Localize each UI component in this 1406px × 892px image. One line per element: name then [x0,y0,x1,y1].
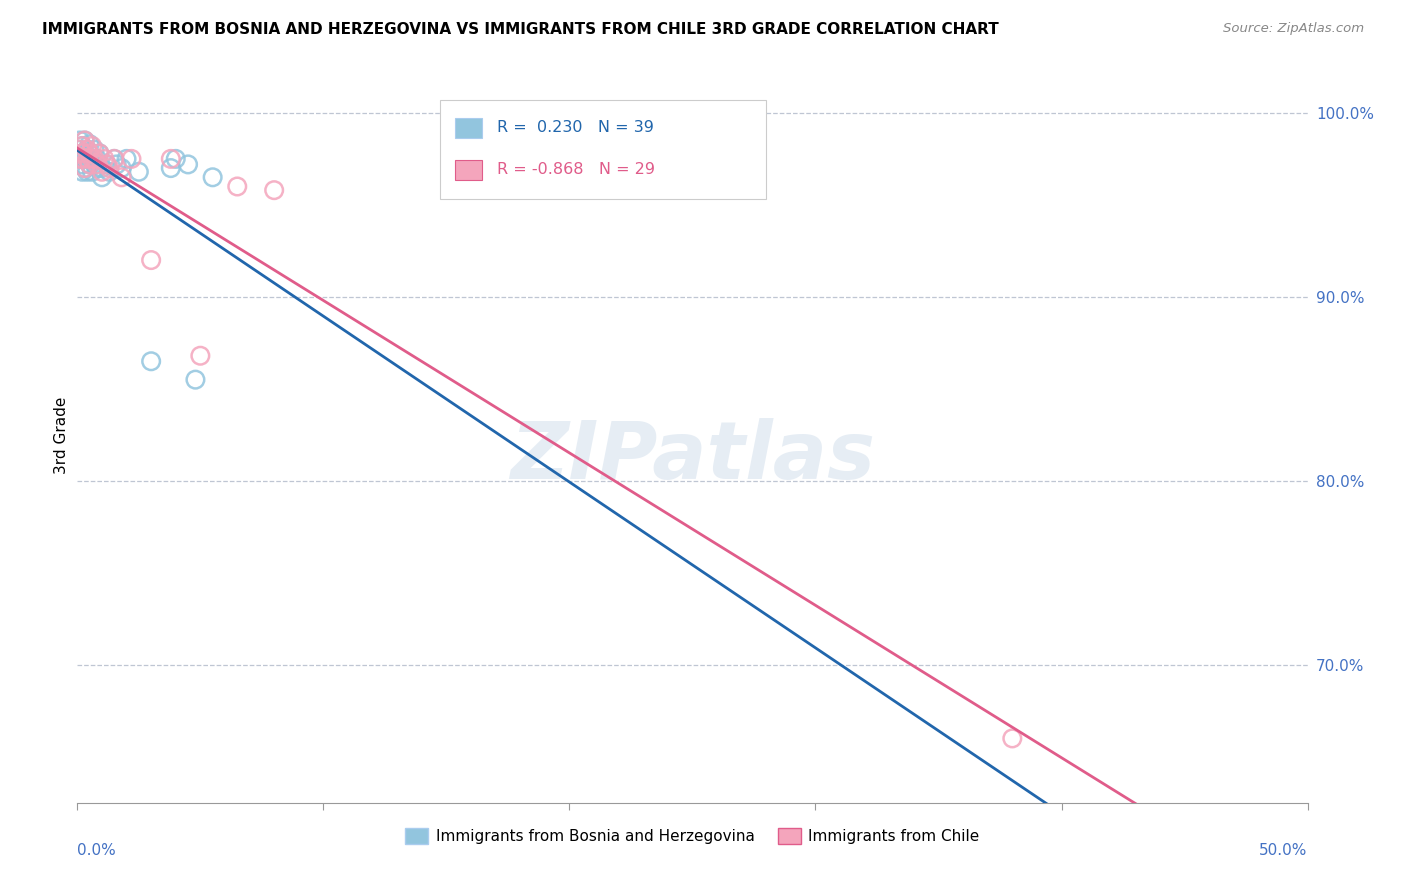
Point [184,373,207,387]
Point [86,157,108,171]
Bar [456,160,482,180]
Point [70,146,93,161]
Point [70,146,93,161]
Y-axis label: 3rd Grade: 3rd Grade [53,396,69,474]
Point [141,354,163,368]
Point [83,157,105,171]
Point [69,133,91,147]
Point [121,152,143,166]
Point [73,161,96,175]
Point [70,139,93,153]
Point [82,152,104,166]
Point [70,139,93,153]
Point [82,139,104,153]
Text: Source: ZipAtlas.com: Source: ZipAtlas.com [1223,22,1364,36]
Point [1001,731,1024,746]
Point [83,143,105,157]
Point [93,152,115,166]
Point [76,152,98,166]
Point [69,152,91,166]
Text: R = -0.868   N = 29: R = -0.868 N = 29 [496,162,655,178]
Point [73,152,96,166]
Text: 0.0%: 0.0% [77,843,117,858]
Bar [456,118,482,138]
Point [79,157,101,171]
Point [96,157,118,171]
Point [73,133,96,147]
Point [105,157,128,171]
Point [263,183,285,197]
Point [86,152,108,166]
Point [73,133,96,147]
Point [160,161,183,175]
Point [76,143,98,157]
Point [79,137,101,152]
Text: 50.0%: 50.0% [1260,843,1308,858]
Point [70,152,93,166]
Point [103,152,125,166]
Legend: Immigrants from Bosnia and Herzegovina, Immigrants from Chile: Immigrants from Bosnia and Herzegovina, … [399,822,986,850]
Point [96,157,118,171]
Point [76,143,98,157]
Point [177,157,200,171]
Point [83,152,105,166]
Text: IMMIGRANTS FROM BOSNIA AND HERZEGOVINA VS IMMIGRANTS FROM CHILE 3RD GRADE CORREL: IMMIGRANTS FROM BOSNIA AND HERZEGOVINA V… [42,22,998,37]
Point [79,146,101,161]
Point [188,349,212,363]
Point [128,165,150,179]
Point [111,161,132,175]
Point [226,179,249,194]
Point [90,170,114,185]
Point [76,165,98,179]
Point [160,152,183,166]
Point [86,161,108,175]
Point [103,152,125,166]
Point [111,170,132,185]
Point [79,146,101,161]
Point [76,152,98,166]
Point [73,161,96,175]
Point [73,146,96,161]
Point [82,165,104,179]
Point [89,146,111,161]
Text: ZIPatlas: ZIPatlas [510,418,875,496]
Point [70,157,93,171]
Point [79,157,101,171]
FancyBboxPatch shape [440,100,766,200]
Point [98,161,121,175]
Point [141,253,163,268]
Point [89,146,111,161]
Point [70,165,93,179]
Point [115,152,138,166]
Point [69,143,91,157]
Point [69,143,91,157]
Point [90,165,114,179]
Point [69,152,91,166]
Point [98,165,121,179]
Point [165,152,187,166]
Point [90,161,114,175]
Point [82,152,104,166]
Text: R =  0.230   N = 39: R = 0.230 N = 39 [496,120,654,136]
Point [201,170,224,185]
